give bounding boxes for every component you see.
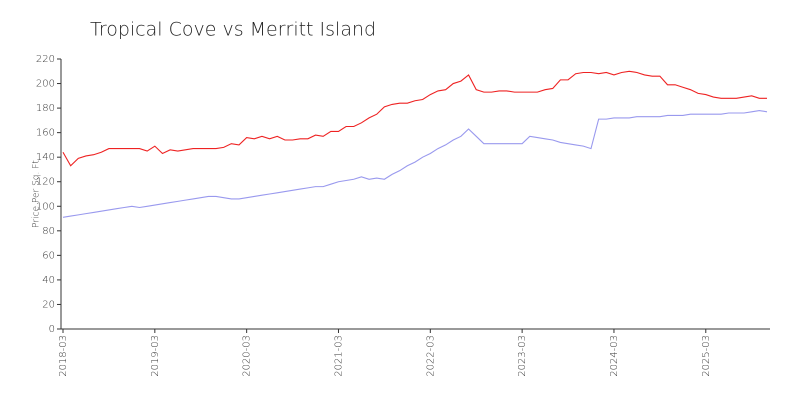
- series-line: [62, 109, 768, 218]
- x-tick-label: 2024-03: [609, 335, 620, 377]
- x-tick-label: 2020-03: [242, 335, 253, 377]
- y-axis-label: Price Per Sq. Ft: [32, 160, 42, 228]
- y-tick-label: 200: [36, 79, 55, 90]
- series-line: [62, 70, 767, 167]
- chart-title: Tropical Cove vs Merritt Island: [90, 19, 376, 41]
- x-tick-label: 2022-03: [425, 335, 436, 377]
- y-tick-label: 0: [49, 324, 55, 335]
- y-tick-label: 140: [36, 152, 55, 163]
- y-tick-label: 60: [42, 250, 55, 261]
- y-tick-label: 160: [36, 128, 55, 139]
- y-tick-label: 180: [36, 103, 55, 114]
- x-tick-label: 2023-03: [517, 335, 528, 377]
- y-tick-label: 100: [36, 201, 55, 212]
- y-tick-label: 120: [36, 177, 55, 188]
- x-tick-label: 2021-03: [333, 335, 344, 377]
- y-tick-label: 80: [42, 226, 55, 237]
- x-tick-label: 2018-03: [58, 335, 69, 377]
- y-tick-label: 220: [36, 54, 55, 65]
- x-tick-label: 2025-03: [701, 335, 712, 377]
- y-tick-label: 40: [42, 275, 55, 286]
- x-tick-label: 2019-03: [150, 335, 161, 377]
- y-tick-label: 20: [42, 299, 55, 310]
